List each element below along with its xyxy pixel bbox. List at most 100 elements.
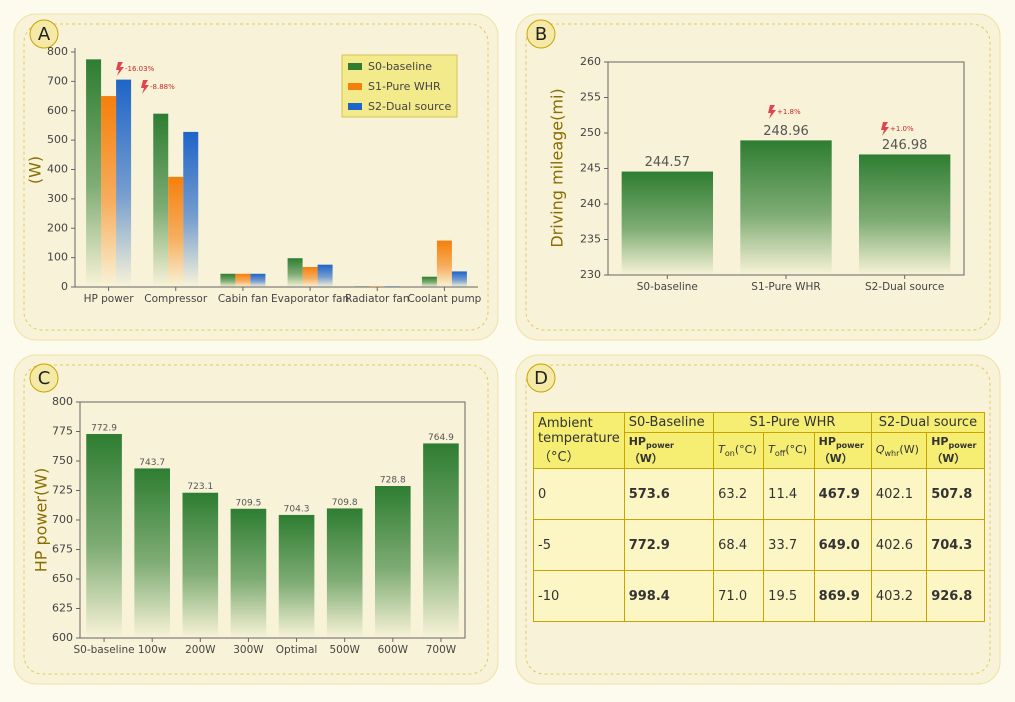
subheader-sub: power [835,441,864,451]
panel-badge [29,19,59,49]
value-label: 246.98 [882,138,928,153]
y-tick-label: 235 [580,233,601,246]
bar [326,508,363,638]
panel-label: A [38,24,51,45]
x-tick-label: 700W [426,644,457,656]
annotation: +1.8% [777,108,801,116]
value-label: 709.8 [332,498,358,508]
subheader-main: Q [875,443,885,456]
annotation: +1.0% [890,125,914,133]
subheader-cell: Qwhr(W) [870,431,928,470]
subheader-cell: HPpower （W） [926,431,985,470]
subheader-unit: （W） [628,452,663,466]
value-label: 704.3 [284,504,310,514]
subheader-sub: power [948,441,977,451]
annotation: -8.88% [150,83,175,91]
bar [101,96,117,287]
header-cell: S1-Pure WHR [713,412,872,433]
panel-badge [526,363,556,393]
x-tick-label: HP power [84,293,135,305]
bar [302,267,318,287]
y-tick-label: 675 [52,543,73,556]
subheader-main: HP [628,435,646,448]
bar [384,286,400,287]
y-tick-label: 255 [580,91,601,104]
x-tick-label: Coolant pump [407,293,481,305]
header-cell: S2-Dual source [870,412,986,433]
y-axis-label: (W) [26,156,45,184]
bar [436,240,452,287]
x-tick-label: 300W [233,644,264,656]
subheader-sub: whr [884,449,900,459]
y-tick-label: 200 [47,221,68,234]
subheader-main: T [768,443,775,456]
panel-label: B [535,24,547,45]
bar [287,258,303,287]
annotation: -16.03% [125,65,155,73]
bar [235,273,251,287]
y-axis-label: Driving mileage(mi) [548,88,567,247]
bar [220,273,236,287]
y-tick-label: 650 [52,572,73,585]
y-tick-label: 500 [47,133,68,146]
table-cell: 11.4 [763,468,815,521]
bar [250,273,266,287]
table-cell: 403.2 [870,570,928,623]
bar [153,113,169,287]
panel-label: C [38,368,51,389]
value-label: 764.9 [428,433,454,443]
x-tick-label: S0-baseline [74,644,135,656]
y-tick-label: 100 [47,251,68,264]
subheader-cell: HPpower （W） [813,431,872,470]
x-tick-label: Optimal [276,644,318,656]
y-tick-label: 700 [52,513,73,526]
panel-border [525,23,991,331]
table-cell: 402.1 [870,468,928,521]
table-cell: 998.4 [623,570,715,623]
annotation-icon [116,62,124,76]
value-label: 728.8 [380,476,406,486]
table-cell: 772.9 [623,519,715,572]
table-cell: 0 [533,468,625,521]
subheader-cell: HPpower （W） [623,431,715,470]
subheader-main: HP [818,435,836,448]
x-tick-label: 500W [329,644,360,656]
subheader-sub: on [724,449,735,459]
x-tick-label: S2-Dual source [865,281,944,293]
bar [116,79,132,287]
annotation-icon [768,105,776,119]
table-cell: 573.6 [623,468,715,521]
x-tick-label: Evaporator fan [271,293,349,305]
table-cell: 71.0 [713,570,765,623]
value-label: 244.57 [645,155,691,170]
bar [168,176,184,287]
annotation-icon [141,80,149,94]
table-cell: 704.3 [926,519,985,572]
panel-badge [29,363,59,393]
table-cell: 19.5 [763,570,815,623]
table-cell: 68.4 [713,519,765,572]
table-cell: 402.6 [870,519,928,572]
subheader-main: HP [931,435,949,448]
table-cell: 507.8 [926,468,985,521]
table-cell: -10 [533,570,625,623]
subheader-sub: power [646,441,674,451]
panel-border [23,23,489,331]
x-tick-label: Cabin fan [218,293,268,305]
subheader-unit: (W) [899,443,919,456]
x-tick-label: 600W [378,644,409,656]
table-cell: 63.2 [713,468,765,521]
bar [134,468,170,638]
table-cell: 869.9 [813,570,872,623]
y-tick-label: 600 [52,631,73,644]
header-cell: S0-Baseline [623,412,715,433]
legend-label: S1-Pure WHR [368,80,441,93]
value-label: 709.5 [236,498,262,508]
bar [858,154,951,275]
value-label: 723.1 [187,482,213,492]
bar [421,276,437,287]
data-table: Ambient temperature（°C） S0-Baseline S1-P… [533,411,986,623]
y-tick-label: 240 [580,197,601,210]
bar [451,271,467,287]
